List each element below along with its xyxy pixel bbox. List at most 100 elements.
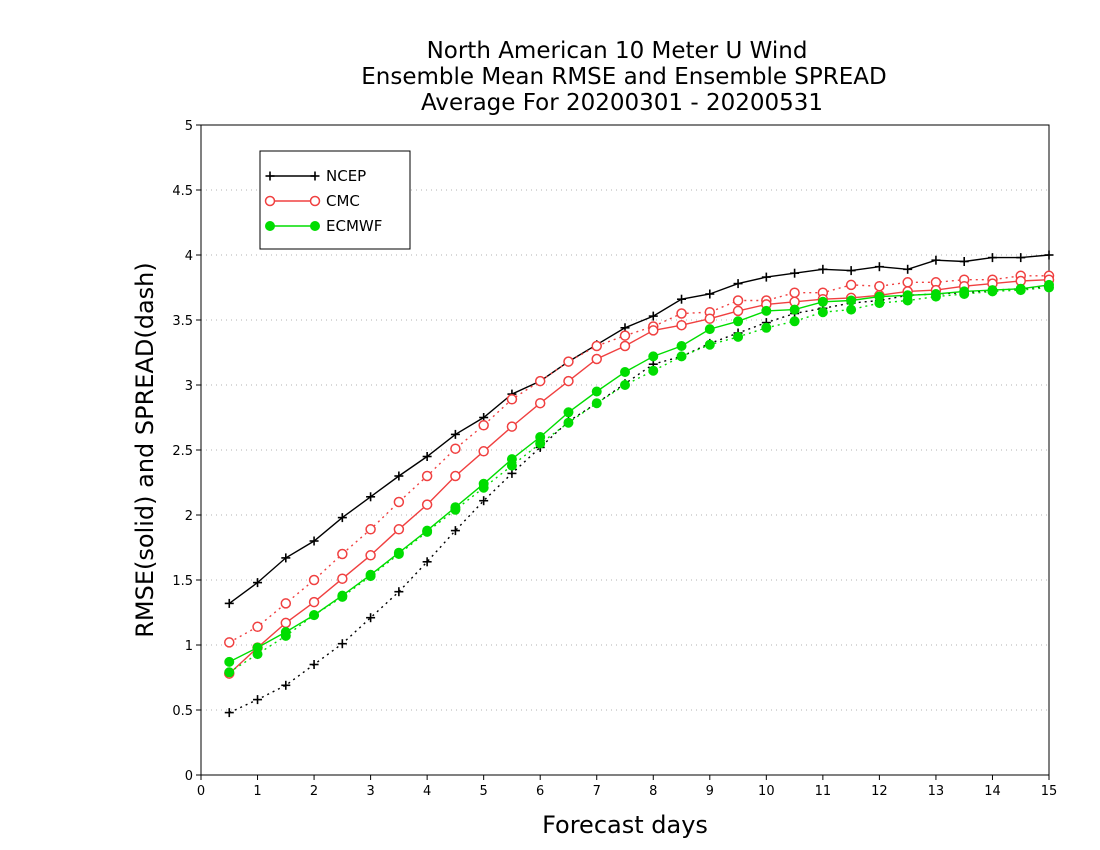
x-tick-label: 5 <box>480 784 488 799</box>
y-tick-label: 1.5 <box>172 574 193 589</box>
series-ncep-rmse-point <box>818 264 828 274</box>
series-ecmwf-spread-point <box>817 307 828 318</box>
series-ncep-spread-point <box>366 613 376 623</box>
legend-item-ecmwf: ECMWF <box>265 217 382 235</box>
series-cmc-rmse-point <box>365 550 376 561</box>
series-ecmwf-rmse-point <box>309 610 320 621</box>
series-ncep <box>224 250 1054 718</box>
series-ecmwf-rmse-point <box>733 316 744 327</box>
series-ncep-spread-point <box>309 660 319 669</box>
series-ncep-rmse-point <box>281 553 291 563</box>
series-ecmwf-rmse-point <box>224 656 235 667</box>
series-cmc-rmse-point <box>732 305 744 317</box>
legend-item-ncep: NCEP <box>265 167 366 185</box>
series-cmc-spread-point <box>902 277 913 288</box>
series-ecmwf <box>224 279 1054 678</box>
series-ecmwf-rmse-point <box>874 291 885 302</box>
series-cmc <box>224 270 1055 679</box>
series-ncep-rmse-point <box>733 279 743 289</box>
series-ncep-rmse-point <box>705 289 715 299</box>
series-ncep-rmse-point <box>790 268 800 278</box>
x-tick-label: 7 <box>593 784 601 799</box>
series-ecmwf-spread-point <box>591 398 602 409</box>
series-ncep-rmse-point <box>677 294 687 304</box>
series-ncep-spread-point <box>224 708 234 718</box>
chart-title: North American 10 Meter U Wind Ensemble … <box>361 38 886 116</box>
y-axis-label: RMSE(solid) and SPREAD(dash) <box>131 262 159 638</box>
series-ncep-spread-point <box>422 557 432 567</box>
series-cmc-rmse-point <box>308 596 320 608</box>
chart-title-line-3: Average For 20200301 - 20200531 <box>421 90 823 116</box>
series-ncep-rmse-point <box>422 452 432 461</box>
series-ncep-rmse-point <box>1044 250 1054 260</box>
series-ncep-rmse-point <box>648 311 658 321</box>
series-cmc-rmse-point <box>393 524 405 535</box>
series-ncep-rmse-point <box>1016 253 1026 263</box>
series-cmc-rmse-point <box>563 375 574 387</box>
series-ecmwf-rmse-point <box>761 305 772 316</box>
series-cmc-rmse-point <box>704 313 716 324</box>
x-tick-label: 2 <box>310 784 318 799</box>
series-cmc-rmse-point <box>280 617 292 629</box>
chart-title-line-1: North American 10 Meter U Wind <box>427 38 808 64</box>
series-cmc-spread-point <box>563 356 574 367</box>
series-cmc-rmse-point <box>591 353 602 365</box>
x-tick-label: 10 <box>758 784 775 799</box>
series-ncep-spread-point <box>394 587 404 597</box>
x-tick-label: 1 <box>253 784 261 799</box>
series-ecmwf-rmse-point <box>676 341 687 351</box>
series-ecmwf-spread-point <box>620 380 630 390</box>
y-tick-label: 4.5 <box>172 184 193 199</box>
legend-label-ecmwf: ECMWF <box>326 217 382 235</box>
x-tick-label: 13 <box>928 784 945 799</box>
x-tick-label: 9 <box>706 784 714 799</box>
x-axis-label: Forecast days <box>542 811 708 839</box>
series-cmc-rmse-point <box>619 340 631 352</box>
legend-label-cmc: CMC <box>326 192 360 210</box>
series-ecmwf-spread-point <box>761 322 772 333</box>
series-ncep-rmse-point <box>450 429 460 439</box>
series-ecmwf-spread-point <box>648 365 659 376</box>
series-cmc-rmse-point <box>534 397 546 409</box>
series-cmc-spread-point <box>732 295 744 306</box>
x-tick-label: 15 <box>1041 784 1058 799</box>
series-ncep-spread-point <box>479 496 489 506</box>
series-ecmwf-rmse-point <box>704 324 715 335</box>
series-cmc-spread-point <box>337 548 348 560</box>
series-cmc-spread-point <box>252 621 263 633</box>
series-ncep-spread-line <box>229 285 1050 714</box>
series-ecmwf-rmse-point <box>930 289 941 299</box>
series-ncep-rmse-point <box>366 492 376 502</box>
series-ncep-rmse-point <box>337 513 347 523</box>
y-axis: 0 0.5 1 1.5 2 2.5 3 3.5 4 4.5 5 <box>172 119 201 784</box>
series-ncep-rmse-point <box>874 262 884 272</box>
series-ecmwf-spread-point <box>789 316 800 327</box>
series-ncep-rmse-point <box>224 598 234 608</box>
series-ecmwf-rmse-point <box>591 386 602 397</box>
series-cmc-spread-point <box>421 470 433 482</box>
series-cmc-rmse-point <box>478 446 489 457</box>
legend: NCEP CMC ECMWF <box>259 150 411 250</box>
series-cmc-rmse-point <box>506 421 518 432</box>
series-ecmwf-rmse-point <box>902 290 913 301</box>
series-ecmwf-rmse-point <box>817 296 828 307</box>
y-tick-label: 0.5 <box>172 704 193 719</box>
series-ecmwf-spread-point <box>224 667 235 678</box>
y-tick-label: 1 <box>185 639 193 654</box>
y-tick-label: 3 <box>185 379 193 394</box>
y-tick-label: 5 <box>185 119 193 134</box>
series-ecmwf-rmse-point <box>365 569 376 580</box>
series-cmc-spread-point <box>224 637 235 648</box>
series-ecmwf-spread-line <box>228 286 1050 673</box>
series-cmc-spread-point <box>789 287 800 298</box>
series-ecmwf-rmse-point <box>1015 283 1026 294</box>
y-tick-label: 0 <box>185 769 193 784</box>
series-ncep-spread-point <box>253 695 263 705</box>
series-ncep-rmse-line <box>228 254 1050 604</box>
series-cmc-rmse-line <box>228 279 1050 675</box>
series-ncep-rmse-point <box>931 255 941 265</box>
legend-marker <box>265 171 275 181</box>
x-tick-label: 3 <box>366 784 374 799</box>
series-ecmwf-rmse-point <box>563 407 574 418</box>
series-ecmwf-rmse-point <box>280 627 291 637</box>
